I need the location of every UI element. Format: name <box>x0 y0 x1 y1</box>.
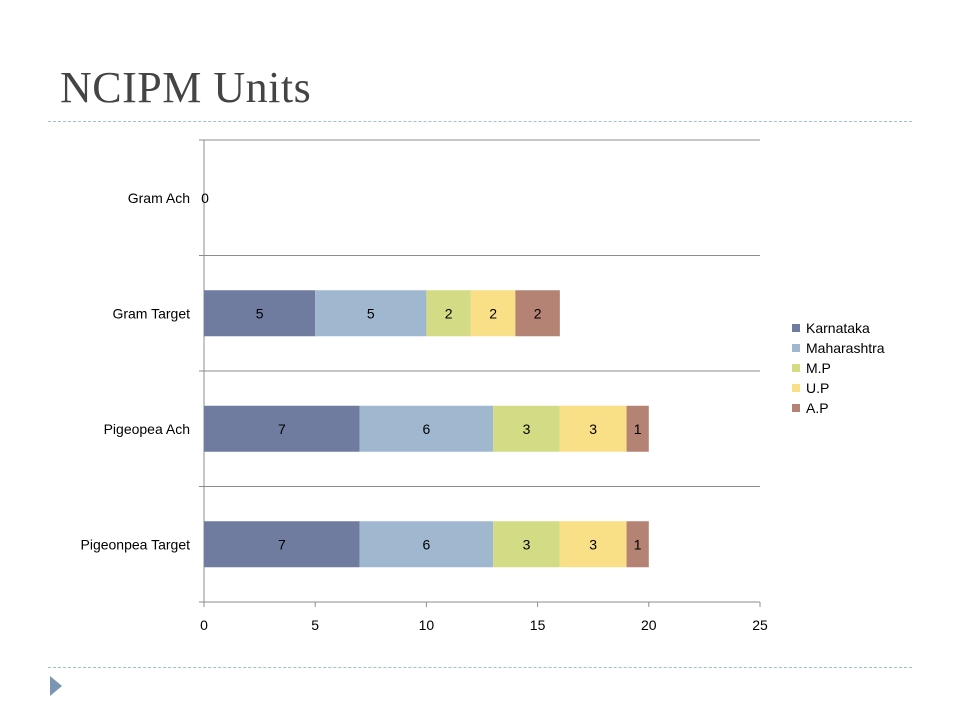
bar-segment <box>204 521 360 568</box>
legend-swatch <box>792 404 800 412</box>
data-label: 5 <box>367 305 375 321</box>
category-label: Gram Ach <box>128 190 190 206</box>
legend-swatch <box>792 384 800 392</box>
legend-label: U.P <box>806 380 829 396</box>
x-tick-label: 15 <box>530 617 546 633</box>
bar-segment <box>493 521 560 568</box>
legend-label: A.P <box>806 400 829 416</box>
legend-swatch <box>792 344 800 352</box>
data-label: 2 <box>445 305 453 321</box>
bar-segment <box>493 405 560 452</box>
legend-label: M.P <box>806 360 831 376</box>
data-label: 0 <box>201 190 209 206</box>
data-label: 5 <box>256 305 264 321</box>
legend-label: Maharashtra <box>806 340 885 356</box>
slide-title: NCIPM Units <box>60 63 312 112</box>
data-label: 3 <box>589 421 597 437</box>
x-tick-label: 20 <box>641 617 657 633</box>
data-label: 1 <box>634 421 642 437</box>
category-label: Pigeonpea Target <box>81 536 191 552</box>
bar-segment <box>204 405 360 452</box>
footer-divider <box>48 667 912 668</box>
legend-label: Karnataka <box>806 320 870 336</box>
legend-swatch <box>792 364 800 372</box>
category-label: Pigeopea Ach <box>104 421 190 437</box>
data-label: 3 <box>589 536 597 552</box>
x-tick-label: 5 <box>311 617 319 633</box>
bar-segment <box>315 290 427 337</box>
bar-segment <box>359 405 494 452</box>
bar-segment <box>204 290 316 337</box>
bar-segment <box>626 521 649 568</box>
data-label: 6 <box>423 536 431 552</box>
bar-segment <box>626 405 649 452</box>
data-label: 7 <box>278 536 286 552</box>
legend-swatch <box>792 324 800 332</box>
data-label: 3 <box>523 536 531 552</box>
category-label: Gram Target <box>112 305 190 321</box>
data-label: 7 <box>278 421 286 437</box>
x-tick-label: 25 <box>752 617 768 633</box>
title-divider <box>48 121 912 122</box>
x-tick-label: 0 <box>200 617 208 633</box>
data-label: 2 <box>489 305 497 321</box>
data-label: 2 <box>534 305 542 321</box>
bar-segment <box>515 290 560 337</box>
bar-segment <box>559 521 627 568</box>
bar-segment <box>559 405 627 452</box>
bar-segment <box>470 290 516 337</box>
triangle-bullet-icon <box>50 676 62 696</box>
bar-segment <box>426 290 471 337</box>
data-label: 6 <box>423 421 431 437</box>
data-label: 3 <box>523 421 531 437</box>
bar-segment <box>359 521 494 568</box>
x-tick-label: 10 <box>419 617 435 633</box>
data-label: 1 <box>634 536 642 552</box>
